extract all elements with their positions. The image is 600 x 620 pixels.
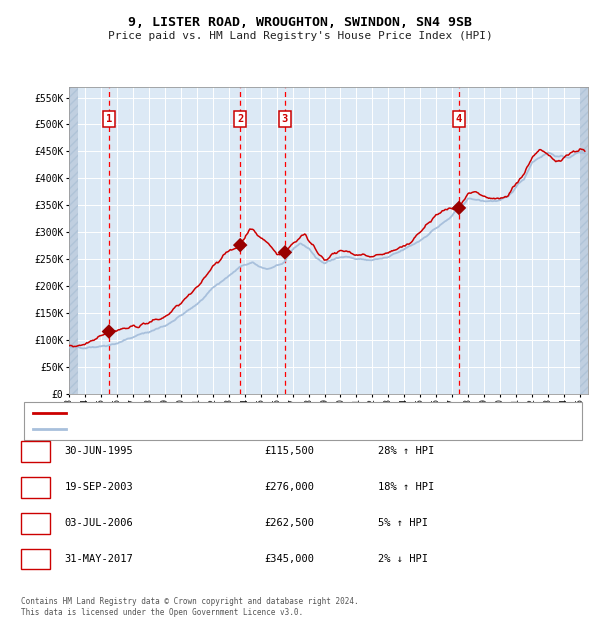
Text: 19-SEP-2003: 19-SEP-2003 [65,482,134,492]
Point [235,240,245,250]
Text: 03-JUL-2006: 03-JUL-2006 [65,518,134,528]
Text: Contains HM Land Registry data © Crown copyright and database right 2024.
This d: Contains HM Land Registry data © Crown c… [21,598,359,617]
Text: 2: 2 [32,482,38,492]
Point [454,203,464,213]
Text: 5% ↑ HPI: 5% ↑ HPI [378,518,428,528]
Point [280,247,290,257]
Text: 30-JUN-1995: 30-JUN-1995 [65,446,134,456]
Bar [580,87,589,394]
Text: 2: 2 [237,114,244,124]
Bar [580,87,589,394]
Text: 9, LISTER ROAD, WROUGHTON, SWINDON, SN4 9SB (detached house): 9, LISTER ROAD, WROUGHTON, SWINDON, SN4 … [72,409,395,418]
Text: 28% ↑ HPI: 28% ↑ HPI [378,446,434,456]
Text: £345,000: £345,000 [264,554,314,564]
Text: 4: 4 [456,114,462,124]
Text: 2% ↓ HPI: 2% ↓ HPI [378,554,428,564]
Text: Price paid vs. HM Land Registry's House Price Index (HPI): Price paid vs. HM Land Registry's House … [107,31,493,41]
Bar [69,87,78,394]
Text: £276,000: £276,000 [264,482,314,492]
Text: 1: 1 [106,114,112,124]
Text: 9, LISTER ROAD, WROUGHTON, SWINDON, SN4 9SB: 9, LISTER ROAD, WROUGHTON, SWINDON, SN4 … [128,16,472,29]
Text: £115,500: £115,500 [264,446,314,456]
Bar [69,87,78,394]
Text: 1: 1 [32,446,38,456]
Text: 3: 3 [32,518,38,528]
Text: 18% ↑ HPI: 18% ↑ HPI [378,482,434,492]
Text: 4: 4 [32,554,38,564]
Text: £262,500: £262,500 [264,518,314,528]
Text: 31-MAY-2017: 31-MAY-2017 [65,554,134,564]
Point [104,327,114,337]
Text: HPI: Average price, detached house, Swindon: HPI: Average price, detached house, Swin… [72,425,303,434]
Text: 3: 3 [282,114,288,124]
